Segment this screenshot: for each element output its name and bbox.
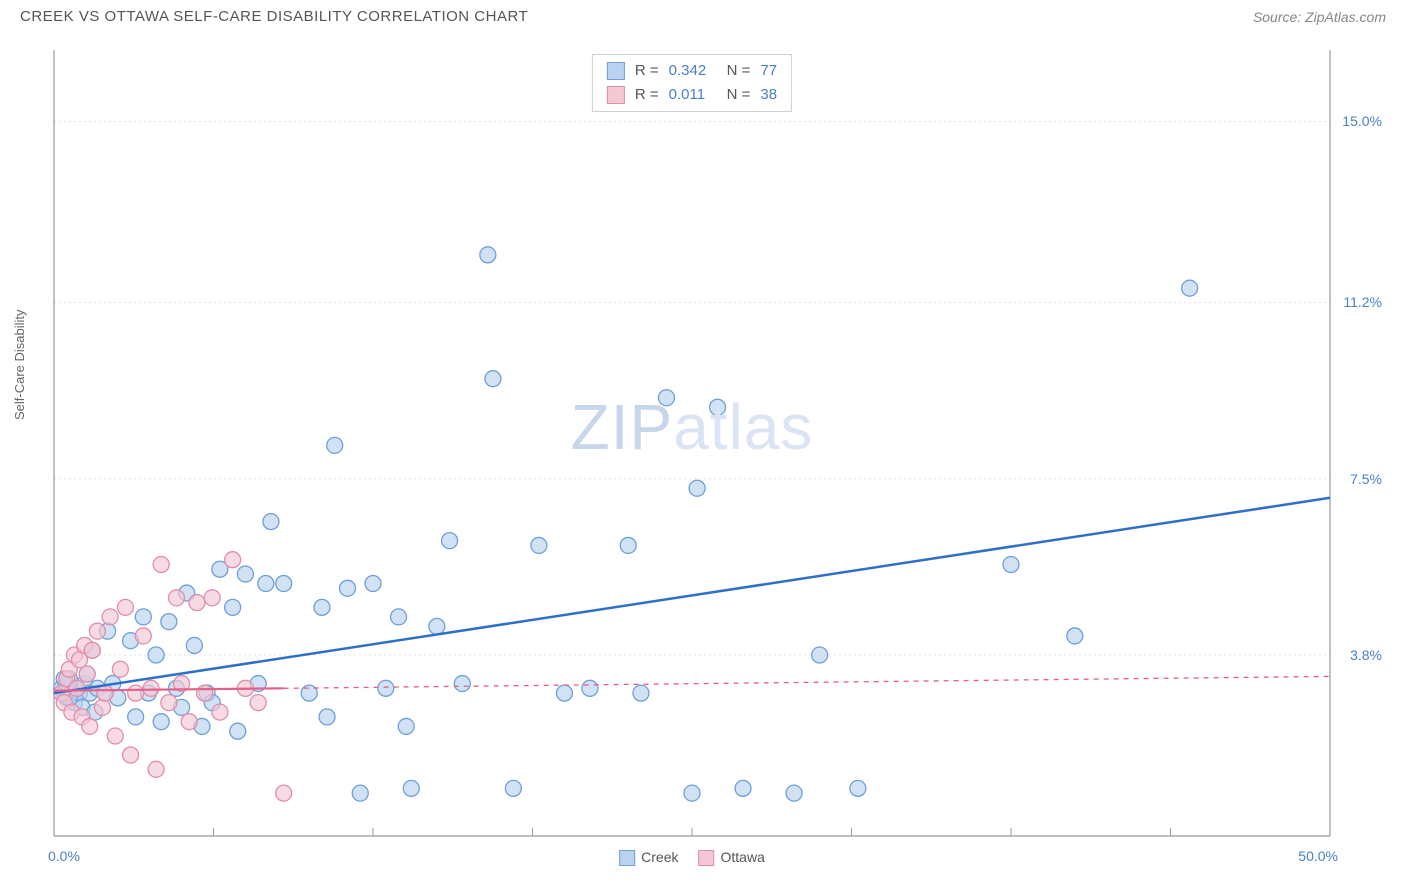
chart-header: CREEK VS OTTAWA SELF-CARE DISABILITY COR… — [0, 0, 1406, 29]
legend-swatch — [699, 850, 715, 866]
legend-n-value: 77 — [760, 59, 777, 83]
plot-svg — [52, 48, 1332, 838]
y-tick-label: 11.2% — [1343, 294, 1382, 310]
legend-row: R = 0.011 N = 38 — [607, 83, 777, 107]
legend-r-value: 0.342 — [669, 59, 717, 83]
y-tick-label: 15.0% — [1342, 113, 1382, 129]
x-axis-max-label: 50.0% — [1298, 848, 1338, 864]
legend-swatch — [607, 86, 625, 104]
legend-label: Creek — [641, 849, 678, 865]
scatter-plot: ZIPatlas R = 0.342 N = 77 R = 0.011 N = … — [52, 48, 1332, 838]
legend-n-value: 38 — [760, 83, 777, 107]
legend-r-value: 0.011 — [669, 83, 717, 107]
legend-n-label: N = — [727, 59, 751, 83]
correlation-legend: R = 0.342 N = 77 R = 0.011 N = 38 — [592, 54, 792, 112]
legend-item: Ottawa — [699, 849, 765, 866]
legend-item: Creek — [619, 849, 678, 866]
chart-container: ZIPatlas R = 0.342 N = 77 R = 0.011 N = … — [46, 48, 1386, 838]
legend-r-label: R = — [635, 59, 659, 83]
y-axis-label: Self-Care Disability — [12, 309, 27, 420]
legend-swatch — [619, 850, 635, 866]
legend-row: R = 0.342 N = 77 — [607, 59, 777, 83]
legend-r-label: R = — [635, 83, 659, 107]
y-tick-label: 7.5% — [1350, 471, 1382, 487]
y-tick-label: 3.8% — [1350, 647, 1382, 663]
chart-title: CREEK VS OTTAWA SELF-CARE DISABILITY COR… — [20, 8, 528, 25]
series-legend: Creek Ottawa — [619, 849, 765, 866]
legend-swatch — [607, 62, 625, 80]
x-axis-min-label: 0.0% — [48, 848, 80, 864]
legend-label: Ottawa — [721, 849, 765, 865]
chart-source: Source: ZipAtlas.com — [1253, 9, 1386, 25]
legend-n-label: N = — [727, 83, 751, 107]
